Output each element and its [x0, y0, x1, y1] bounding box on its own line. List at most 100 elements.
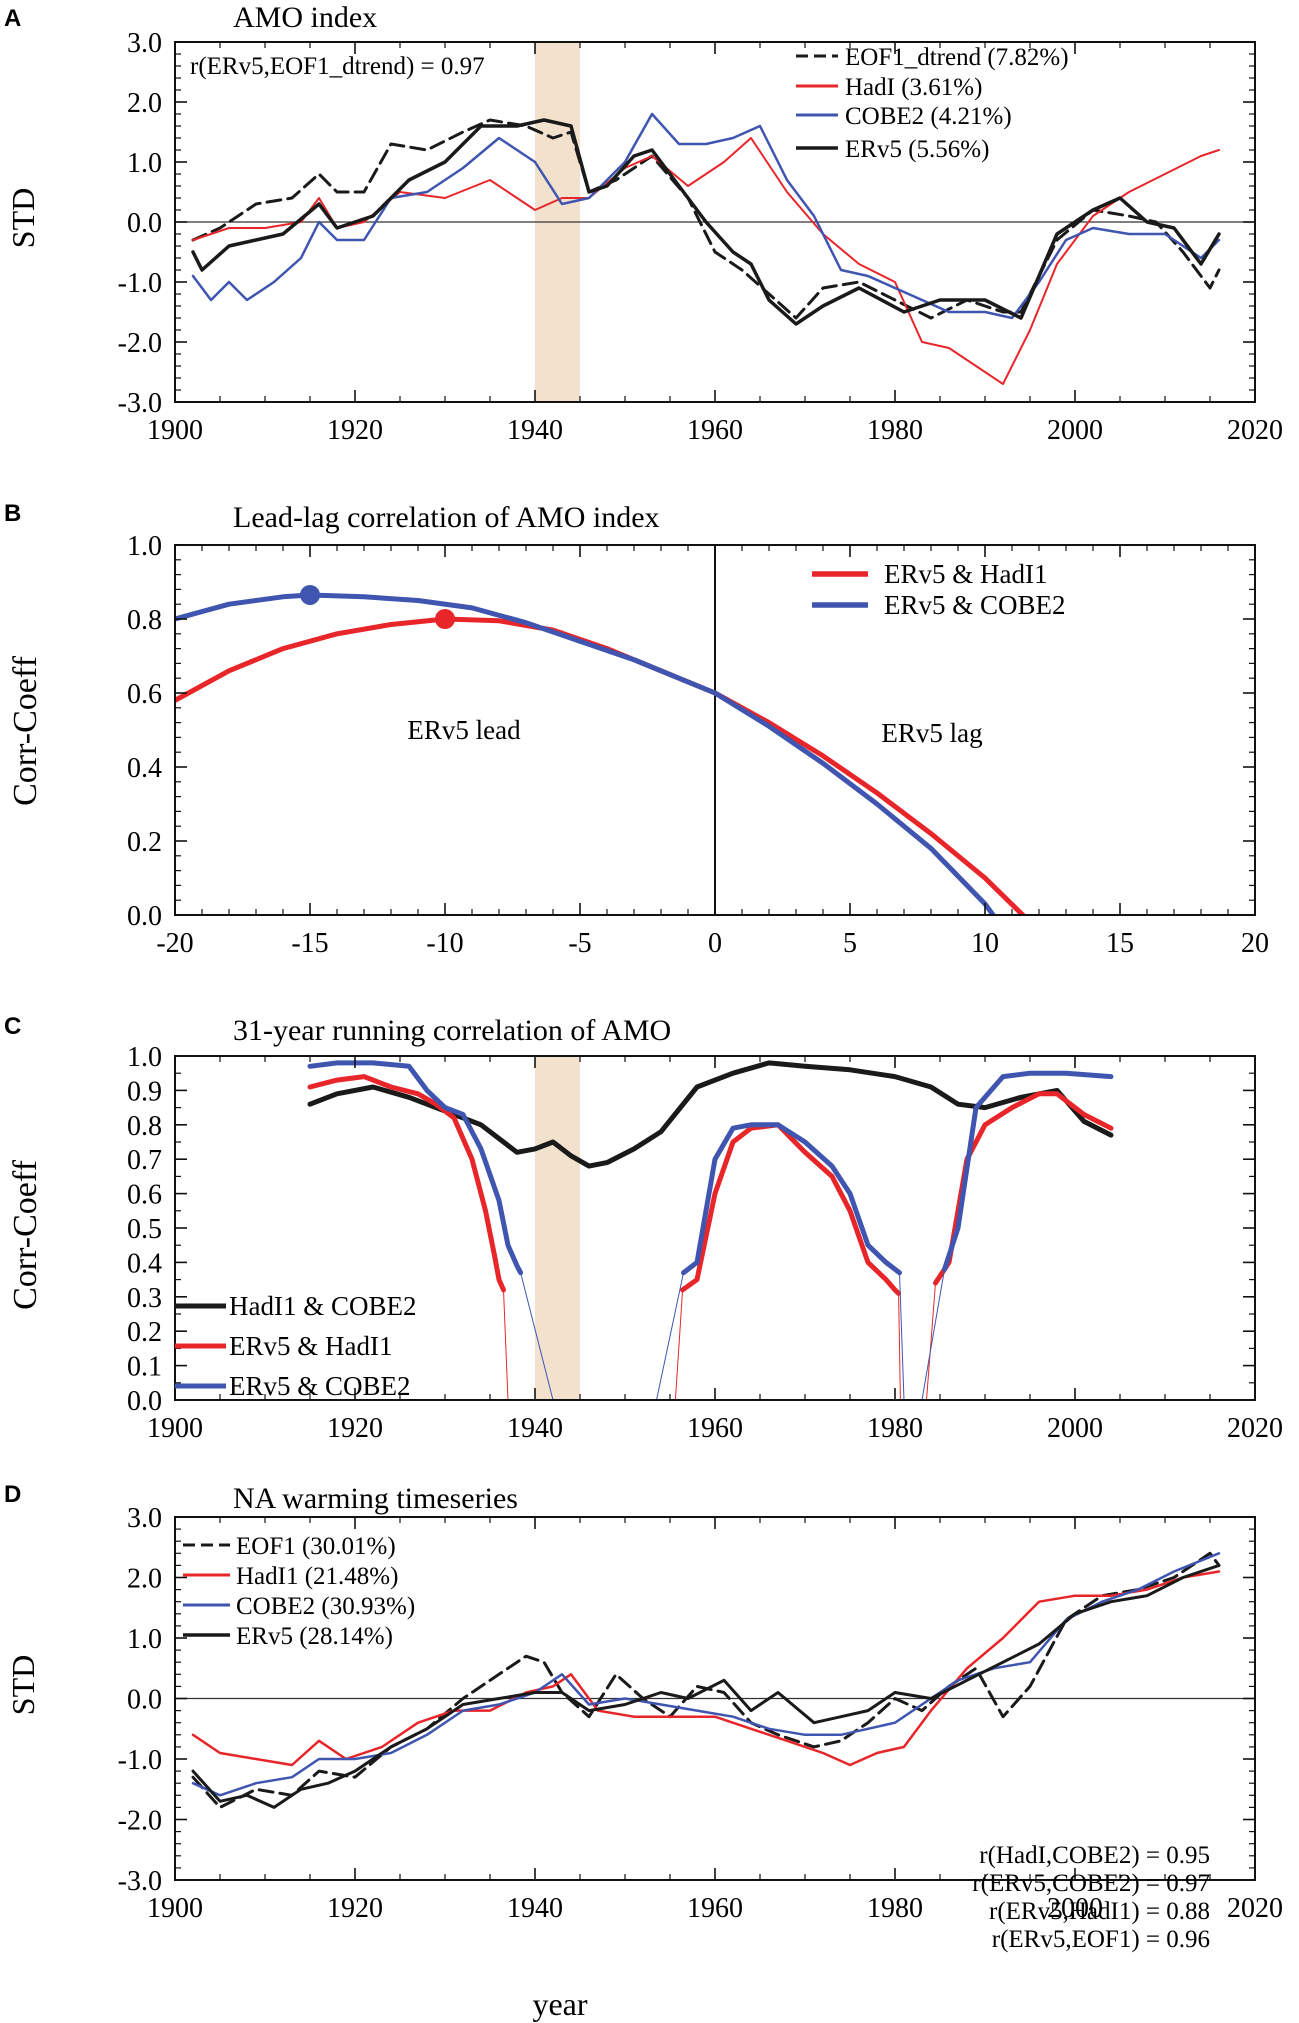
- x-tick-label: 0: [708, 928, 722, 959]
- legend: EOF1_dtrend (7.82%) HadI (3.61%) COBE2 (…: [796, 44, 1069, 163]
- x-tick-label: 1940: [507, 415, 563, 446]
- legend-label-eof1-dtrend: EOF1_dtrend (7.82%): [845, 44, 1069, 71]
- series-line-erv5-hadi1-thin: [503, 1282, 936, 1400]
- legend: HadI1 & COBE2 ERv5 & HadI1 ERv5 & COBE2: [175, 1291, 416, 1401]
- lead-annotation: ERv5 lead: [407, 715, 521, 745]
- x-tick-label: 2020: [1227, 415, 1283, 446]
- x-tick-label: 2020: [1227, 1413, 1283, 1444]
- legend: ERv5 & HadI1 ERv5 & COBE2: [812, 559, 1066, 620]
- x-tick-label: 5: [843, 928, 857, 959]
- y-axis-label: STD: [5, 1655, 41, 1715]
- x-tick-label: 2000: [1047, 415, 1103, 446]
- series-line-cobe2-30-93: [191, 1552, 1221, 1797]
- y-tick-label: -3.0: [118, 388, 162, 419]
- x-tick-label: 1900: [147, 1413, 203, 1444]
- y-tick-label: 3.0: [127, 28, 162, 59]
- y-tick-label: 0.0: [127, 901, 162, 932]
- panel-c-running-correlation: C 31-year running correlation of AMO Cor…: [4, 1013, 1283, 1444]
- legend-label-cobe2: COBE2 (30.93%): [236, 1593, 415, 1620]
- legend-label-erv5: ERv5 (5.56%): [845, 136, 989, 163]
- plot-area: -3.0 -2.0 -1.0 0.0 1.0 2.0 3.0 1900 1920 1940 1960…: [118, 1503, 1283, 1924]
- y-tick-label: 1.0: [127, 531, 162, 562]
- series-line-erv5-5-56: [191, 118, 1221, 326]
- y-tick-label: -1.0: [118, 268, 162, 299]
- y-tick-label: 0.4: [127, 1248, 162, 1279]
- y-tick-label: 0.4: [127, 753, 162, 784]
- panel-letter: B: [4, 500, 21, 527]
- y-tick-label: -1.0: [118, 1745, 162, 1776]
- legend-label-hadi1-cobe2: HadI1 & COBE2: [229, 1291, 416, 1321]
- x-tick-label: 1920: [327, 415, 383, 446]
- x-tick-label: 1900: [147, 1893, 203, 1924]
- panel-letter: A: [4, 5, 21, 32]
- x-tick-label: 1960: [687, 1413, 743, 1444]
- x-tick-label: 1960: [687, 415, 743, 446]
- panel-b-lead-lag: B Lead-lag correlation of AMO index Corr…: [4, 500, 1269, 959]
- y-tick-label: 0.8: [127, 1111, 162, 1142]
- y-tick-label: 0.5: [127, 1214, 162, 1245]
- panel-title: 31-year running correlation of AMO: [233, 1014, 671, 1047]
- correlation-annotation: r(HadI,COBE2) = 0.95: [979, 1842, 1210, 1869]
- panel-letter: D: [4, 1481, 21, 1508]
- y-tick-label: 0.2: [127, 1317, 162, 1348]
- legend-label-erv5-cobe2: ERv5 & COBE2: [884, 590, 1066, 620]
- panel-title: Lead-lag correlation of AMO index: [233, 501, 660, 534]
- x-tick-label: -10: [426, 928, 463, 959]
- correlation-annotation: r(ERv5,EOF1_dtrend) = 0.97: [190, 53, 485, 80]
- legend-label-hadi1: HadI1 (21.48%): [236, 1563, 398, 1590]
- y-tick-label: 0.3: [127, 1283, 162, 1314]
- series-line-eof1-30-01: [191, 1551, 1221, 1809]
- peak-marker-erv5-cobe2: [300, 584, 320, 605]
- y-tick-label: 0.8: [127, 605, 162, 636]
- legend-label-erv5-hadi1: ERv5 & HadI1: [884, 559, 1047, 589]
- x-tick-label: -15: [291, 928, 328, 959]
- plot-area: 0.0 0.2 0.4 0.6 0.8 1.0 -20 -15 -10 -5 0 5 10 15 20: [127, 531, 1269, 959]
- correlation-annotation: r(ERv5,HadI1) = 0.88: [989, 1898, 1210, 1925]
- x-tick-label: 1980: [867, 1413, 923, 1444]
- correlation-annotation: r(ERv5,EOF1) = 0.96: [992, 1926, 1210, 1953]
- peak-marker-erv5-hadi1: [435, 609, 455, 629]
- lag-annotation: ERv5 lag: [881, 718, 982, 748]
- y-tick-label: 0.6: [127, 1180, 162, 1211]
- y-tick-label: -3.0: [118, 1866, 162, 1897]
- x-tick-label: 1940: [507, 1893, 563, 1924]
- panel-a-amo-index: A AMO index STD r(ERv5,EOF1_dtrend) = 0.…: [4, 1, 1283, 446]
- legend: EOF1 (30.01%) HadI1 (21.48%) COBE2 (30.9…: [183, 1533, 415, 1650]
- y-axis-label: STD: [5, 188, 41, 248]
- y-tick-label: 0.9: [127, 1076, 162, 1107]
- shaded-period: [535, 1056, 580, 1400]
- y-tick-label: 0.1: [127, 1352, 162, 1383]
- y-tick-label: 1.0: [127, 148, 162, 179]
- y-tick-label: -2.0: [118, 328, 162, 359]
- y-tick-label: 2.0: [127, 88, 162, 119]
- y-tick-label: 0.2: [127, 827, 162, 858]
- x-tick-label: -5: [568, 928, 591, 959]
- y-tick-label: 1.0: [127, 1042, 162, 1073]
- x-tick-label: 20: [1241, 928, 1269, 959]
- y-tick-label: 0.0: [127, 208, 162, 239]
- y-tick-label: 3.0: [127, 1503, 162, 1534]
- plot-area: -3.0 -2.0 -1.0 0.0 1.0 2.0 3.0 1900 1920 1940 1960…: [118, 28, 1283, 446]
- legend-label-erv5: ERv5 (28.14%): [236, 1623, 393, 1650]
- y-tick-label: 0.0: [127, 1685, 162, 1716]
- x-tick-label: 2000: [1047, 1893, 1103, 1924]
- x-tick-label: 2020: [1227, 1893, 1283, 1924]
- x-tick-label: 1960: [687, 1893, 743, 1924]
- legend-label-erv5-hadi1: ERv5 & HadI1: [229, 1331, 392, 1361]
- series-line-erv5-28-14: [191, 1563, 1221, 1809]
- series-line-eof1-dtrend-7-82: [191, 118, 1221, 320]
- y-tick-label: 0.0: [127, 1386, 162, 1417]
- x-tick-label: 1940: [507, 1413, 563, 1444]
- x-tick-label: 1900: [147, 415, 203, 446]
- x-tick-label: 1920: [327, 1893, 383, 1924]
- y-tick-label: 0.6: [127, 679, 162, 710]
- legend-label-erv5-cobe2: ERv5 & COBE2: [229, 1371, 411, 1401]
- x-tick-label: -20: [156, 928, 193, 959]
- y-tick-label: -2.0: [118, 1806, 162, 1837]
- series-line-erv5-cobe2-thin: [520, 1268, 945, 1400]
- panel-letter: C: [4, 1013, 21, 1040]
- legend-label-cobe2: COBE2 (4.21%): [845, 103, 1012, 130]
- x-tick-label: 1980: [867, 415, 923, 446]
